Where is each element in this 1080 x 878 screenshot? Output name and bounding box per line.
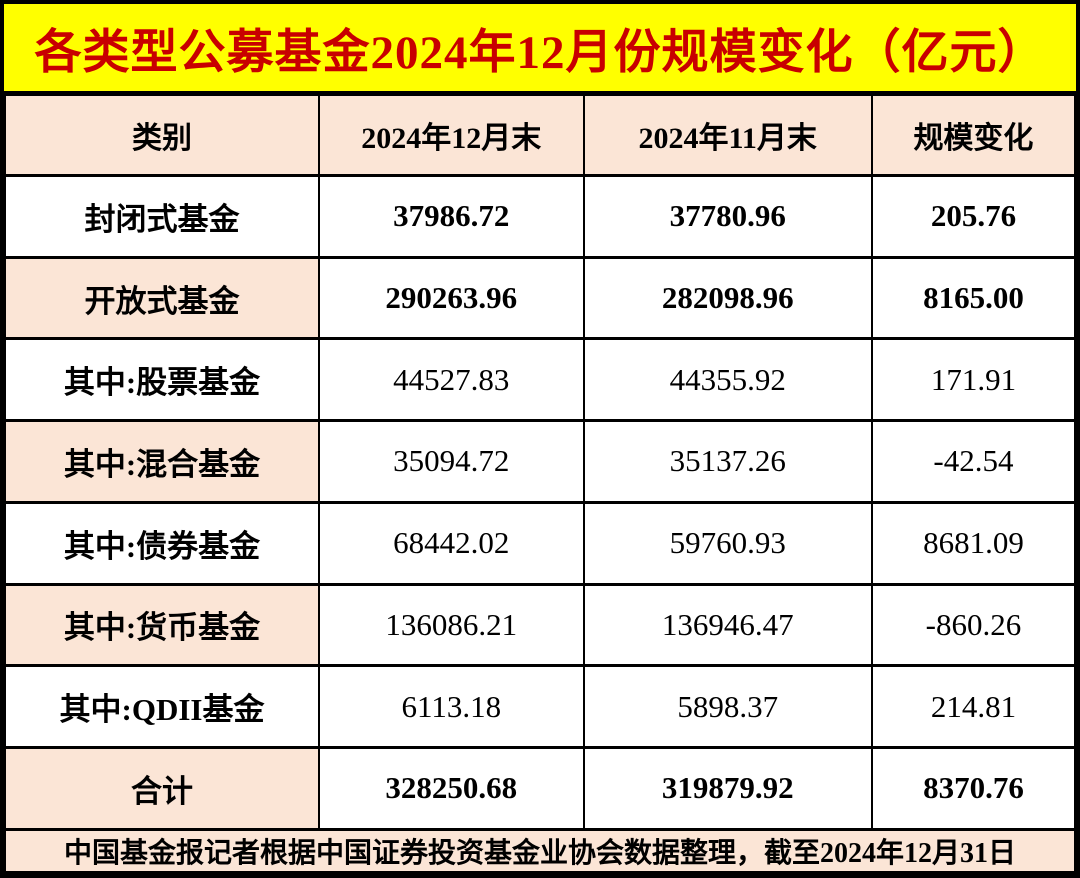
header-scale-change: 规模变化 <box>870 93 1077 177</box>
row-label: 其中:混合基金 <box>3 419 321 504</box>
value-dec: 328250.68 <box>318 745 585 831</box>
row-label: 其中:债券基金 <box>3 500 321 586</box>
table-row: 其中:混合基金 35094.72 35137.26 -42.54 <box>3 419 1077 504</box>
header-category: 类别 <box>3 93 321 177</box>
row-label: 封闭式基金 <box>3 174 321 259</box>
row-label: 其中:QDII基金 <box>3 664 321 749</box>
value-dec: 37986.72 <box>318 174 585 259</box>
value-dec: 35094.72 <box>318 419 585 504</box>
table-row: 开放式基金 290263.96 282098.96 8165.00 <box>3 255 1077 341</box>
row-label: 开放式基金 <box>3 255 321 341</box>
table-row: 其中:QDII基金 6113.18 5898.37 214.81 <box>3 664 1077 749</box>
value-nov: 319879.92 <box>582 745 873 831</box>
header-nov-2024: 2024年11月末 <box>582 93 873 177</box>
value-change: 8681.09 <box>870 500 1077 586</box>
value-change: 205.76 <box>870 174 1077 259</box>
table-row: 其中:债券基金 68442.02 59760.93 8681.09 <box>3 500 1077 586</box>
value-change: 8370.76 <box>870 745 1077 831</box>
value-dec: 6113.18 <box>318 664 585 749</box>
value-nov: 44355.92 <box>582 337 873 423</box>
value-change: -860.26 <box>870 582 1077 668</box>
value-dec: 44527.83 <box>318 337 585 423</box>
source-footnote: 中国基金报记者根据中国证券投资基金业协会数据整理，截至2024年12月31日 <box>4 827 1076 875</box>
value-change: 171.91 <box>870 337 1077 423</box>
value-dec: 136086.21 <box>318 582 585 668</box>
value-dec: 290263.96 <box>318 255 585 341</box>
table-row-total: 合计 328250.68 319879.92 8370.76 <box>3 745 1077 831</box>
header-row: 类别 2024年12月末 2024年11月末 规模变化 <box>3 93 1077 177</box>
value-change: 214.81 <box>870 664 1077 749</box>
table-row: 封闭式基金 37986.72 37780.96 205.76 <box>3 174 1077 259</box>
page-title: 各类型公募基金2024年12月份规模变化（亿元） <box>4 4 1076 93</box>
value-change: 8165.00 <box>870 255 1077 341</box>
row-label: 其中:货币基金 <box>3 582 321 668</box>
header-dec-2024: 2024年12月末 <box>318 93 585 177</box>
value-nov: 282098.96 <box>582 255 873 341</box>
value-nov: 5898.37 <box>582 664 873 749</box>
value-nov: 35137.26 <box>582 419 873 504</box>
table-row: 其中:股票基金 44527.83 44355.92 171.91 <box>3 337 1077 423</box>
value-dec: 68442.02 <box>318 500 585 586</box>
table-row: 其中:货币基金 136086.21 136946.47 -860.26 <box>3 582 1077 668</box>
value-nov: 59760.93 <box>582 500 873 586</box>
row-label: 其中:股票基金 <box>3 337 321 423</box>
row-label: 合计 <box>3 745 321 831</box>
value-nov: 37780.96 <box>582 174 873 259</box>
value-change: -42.54 <box>870 419 1077 504</box>
value-nov: 136946.47 <box>582 582 873 668</box>
fund-table: 类别 2024年12月末 2024年11月末 规模变化 封闭式基金 37986.… <box>3 93 1077 875</box>
footnote-row: 中国基金报记者根据中国证券投资基金业协会数据整理，截至2024年12月31日 <box>4 827 1076 875</box>
